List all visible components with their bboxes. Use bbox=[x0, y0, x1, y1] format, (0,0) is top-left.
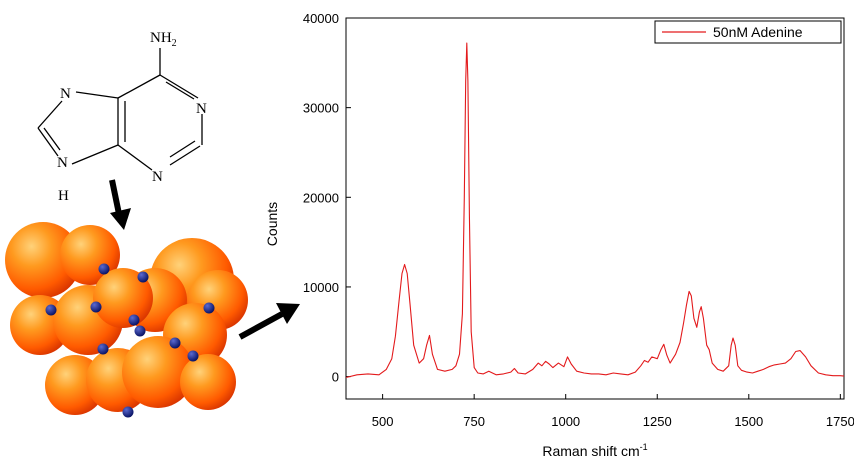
y-tick-label: 20000 bbox=[303, 190, 339, 205]
atom-n3-label: N bbox=[152, 169, 163, 185]
x-tick-label: 500 bbox=[372, 414, 394, 429]
plot-frame bbox=[345, 17, 845, 400]
amine-label: NH2 bbox=[150, 30, 177, 49]
x-tick-label: 1250 bbox=[643, 414, 672, 429]
x-axis: 500 750 1000 1250 1500 1750 bbox=[372, 394, 854, 429]
raman-spectrum-chart: 0 10000 20000 30000 40000 500 750 1000 1250 1500… bbox=[264, 11, 854, 459]
right-arrow-icon bbox=[238, 303, 300, 340]
x-tick-label: 1000 bbox=[551, 414, 580, 429]
atom-h9-label: H bbox=[58, 188, 69, 204]
atom-n7-label: N bbox=[60, 86, 71, 102]
atom-n1-label: N bbox=[196, 101, 207, 117]
adsorbed-molecule-dots bbox=[45, 263, 215, 418]
x-tick-label: 1750 bbox=[826, 414, 854, 429]
y-tick-label: 40000 bbox=[303, 11, 339, 26]
legend: 50nM Adenine bbox=[654, 20, 842, 44]
y-axis-label: Counts bbox=[264, 202, 280, 246]
atom-n9-label: N bbox=[57, 155, 68, 171]
y-tick-label: 0 bbox=[332, 370, 339, 385]
x-tick-label: 1500 bbox=[734, 414, 763, 429]
x-axis-label: Raman shift cm-1 bbox=[542, 442, 647, 459]
x-tick-label: 750 bbox=[463, 414, 485, 429]
down-arrow-icon bbox=[109, 179, 131, 230]
adenine-structure: NH2 N N N N H bbox=[37, 30, 207, 204]
molecule-bonds bbox=[37, 48, 203, 171]
y-tick-label: 30000 bbox=[303, 101, 339, 116]
legend-box bbox=[654, 20, 842, 44]
legend-label: 50nM Adenine bbox=[713, 24, 803, 40]
y-axis: 0 10000 20000 30000 40000 bbox=[303, 11, 351, 385]
nanoparticle-cluster bbox=[5, 222, 248, 415]
y-tick-label: 10000 bbox=[303, 280, 339, 295]
series-line-50nm-adenine bbox=[345, 42, 845, 379]
